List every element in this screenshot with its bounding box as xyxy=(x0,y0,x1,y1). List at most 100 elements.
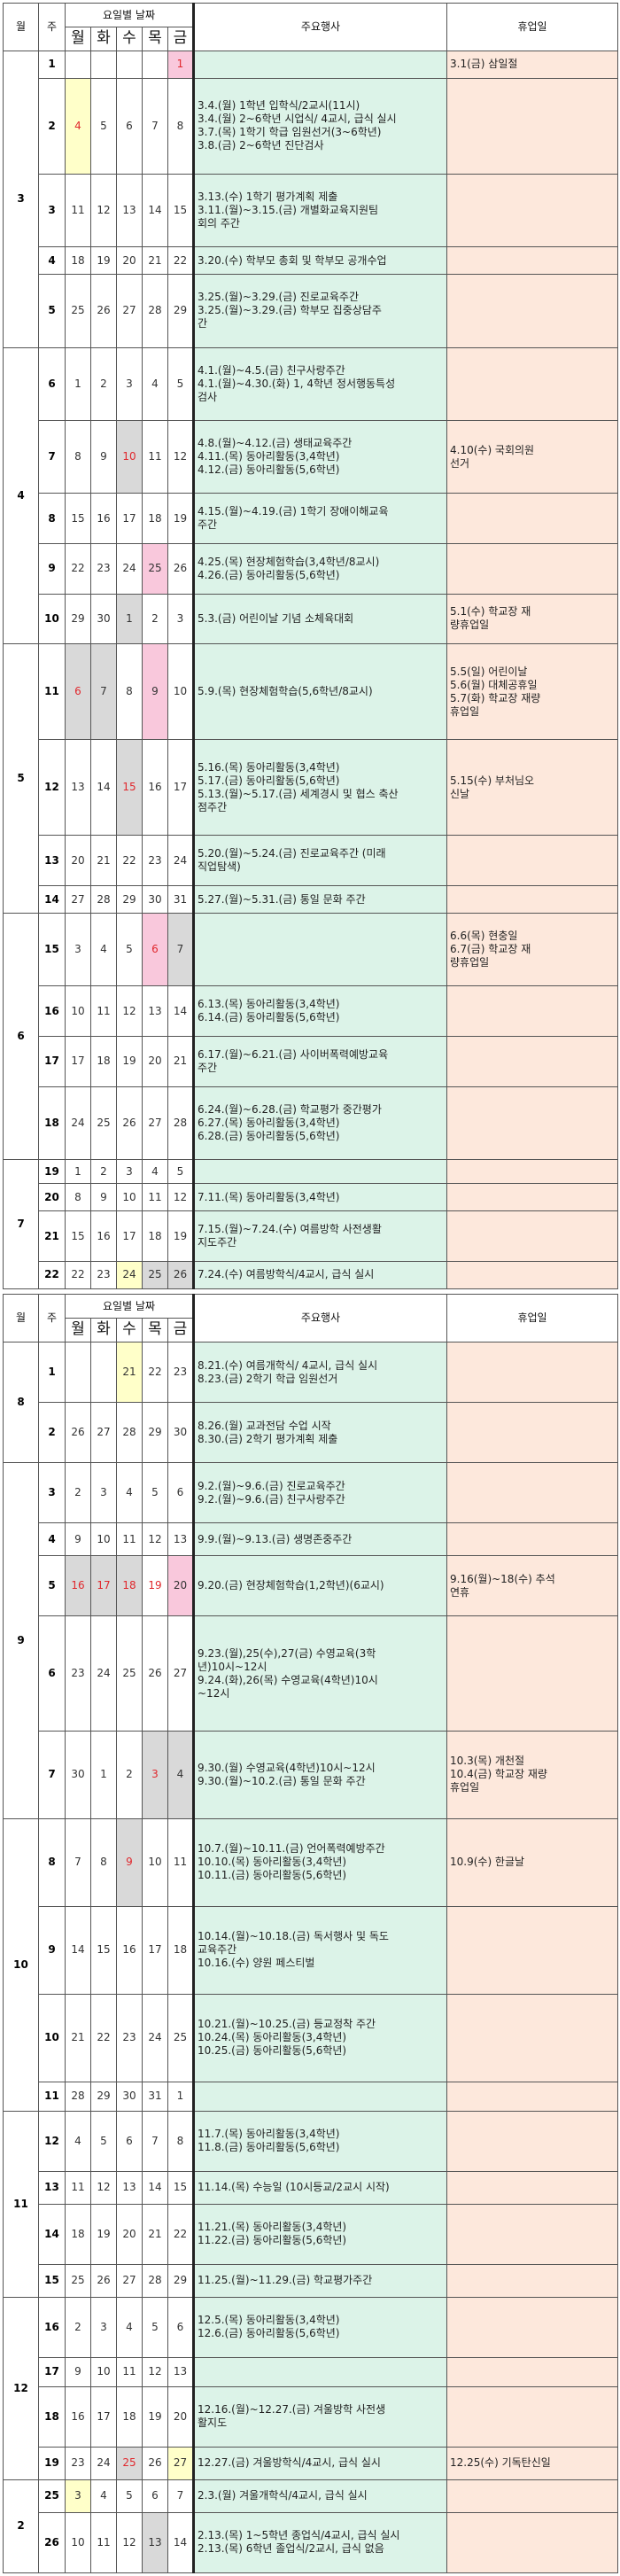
date-cell: 4 xyxy=(167,1730,194,1819)
event-line: 9.9.(월)~9.13.(금) 생명존중주간 xyxy=(198,1532,353,1545)
events-cell: 10.14.(월)~10.18.(금) 독서행사 및 독도 교육주간 10.16.(… xyxy=(192,1905,447,1995)
date-cell: 30 xyxy=(90,593,117,645)
date-cell: 10 xyxy=(90,2356,117,2387)
week-number: 1 xyxy=(38,51,66,79)
week-number: 18 xyxy=(38,1086,66,1161)
events-cell: 2.13.(목) 1~5학년 종업식/4교시, 급식 실시 2.13.(목) 6학… xyxy=(192,2511,447,2574)
holiday-cell xyxy=(446,835,618,887)
holiday-cell xyxy=(446,1521,618,1557)
date-cell: 5 xyxy=(167,1158,194,1185)
date-cell: 23 xyxy=(65,2446,91,2480)
date-cell: 18 xyxy=(142,493,168,545)
week-number: 3 xyxy=(38,1462,66,1523)
events-cell: 9.9.(월)~9.13.(금) 생명존중주간 xyxy=(192,1521,447,1557)
event-line: 7.11.(목) 동아리활동(3,4학년) xyxy=(198,1190,340,1203)
date-cell: 8 xyxy=(90,1817,117,1907)
date-cell: 3 xyxy=(65,912,91,987)
date-cell: 19 xyxy=(90,246,117,276)
month-cell: 7 xyxy=(3,1159,39,1289)
week-row: 6 15 3 4 5 6 7 6.6(목) 현충일 6.7(금) 학교장 재 량휴업일 xyxy=(3,912,618,1160)
date-cell: 15 xyxy=(65,493,91,545)
date-cell: 4 xyxy=(116,1462,143,1523)
week-row: 7 19 1 2 3 4 5 xyxy=(3,1158,618,1289)
date-cell: 9 xyxy=(116,1817,143,1907)
holiday-cell: 5.5(일) 어린이날 5.6(월) 대체공휴일 5.7(화) 학교장 재량 휴업일 xyxy=(446,643,618,741)
date-cell: 8 xyxy=(167,2110,194,2172)
date-cell: 24 xyxy=(167,835,194,887)
week-number: 2 xyxy=(38,77,66,175)
date-cell: 27 xyxy=(65,885,91,914)
date-cell: 24 xyxy=(142,1993,168,2082)
date-cell: 7 xyxy=(167,912,194,987)
event-line: 9.20.(금) 현장체험학습(1,2학년)(6교시) xyxy=(198,1579,384,1592)
date-cell: 26 xyxy=(65,1402,91,1463)
date-cell: 5 xyxy=(167,346,194,422)
date-cell xyxy=(65,1342,91,1403)
date-cell: 3 xyxy=(116,346,143,422)
date-cell: 2 xyxy=(65,1462,91,1523)
week-row: 5 25 26 27 28 29 3.25.(월)~3.29.(금) 진로교육주간 3.25.… xyxy=(4,274,618,348)
date-cell: 5 xyxy=(116,2479,143,2513)
event-line: 9.30.(월) 수영교육(4학년)10시~12시 xyxy=(198,1761,376,1774)
header-day: 월 xyxy=(65,27,91,51)
event-line: 4.25.(목) 현장체험학습(3,4학년/8교시) xyxy=(198,555,380,568)
holiday-line: 5.7(화) 학교장 재량 xyxy=(450,691,541,704)
date-cell: 15 xyxy=(65,1210,91,1262)
date-cell: 14 xyxy=(90,739,117,837)
week-number: 17 xyxy=(38,2356,66,2387)
date-cell: 11 xyxy=(65,173,91,248)
event-line: 6.17.(월)~6.21.(금) 사이버폭력예방교육 xyxy=(198,1047,389,1061)
date-cell: 29 xyxy=(167,2263,194,2298)
date-cell xyxy=(90,51,117,79)
event-line: 10.10.(목) 동아리활동(3,4학년) xyxy=(198,1856,347,1869)
holiday-cell xyxy=(446,1342,618,1403)
header-day: 목 xyxy=(142,27,168,51)
date-cell: 5 xyxy=(90,2110,117,2172)
month-cell: 6 xyxy=(3,913,39,1160)
date-cell: 21 xyxy=(65,1993,91,2082)
week-row: 15 25 26 27 28 29 11.25.(월)~11.29.(금) 학교평가주간 xyxy=(4,2263,618,2298)
week-number: 6 xyxy=(38,346,66,422)
event-line: 회의 주간 xyxy=(198,217,240,230)
holiday-cell xyxy=(446,2203,618,2265)
event-line: 11.25.(월)~11.29.(금) 학교평가주간 xyxy=(198,2274,373,2287)
event-line: 4.11.(목) 동아리활동(3,4학년) xyxy=(198,450,340,463)
date-cell: 24 xyxy=(90,1615,117,1732)
events-cell: 9.23.(월),25(수),27(금) 수영교육(3학 년)10시~12시 9.2… xyxy=(192,1615,447,1732)
holiday-cell xyxy=(446,2511,618,2574)
holiday-line: 신날 xyxy=(450,787,470,800)
events-cell: 8.26.(월) 교과전담 수업 시작 8.30.(금) 2학기 평가계획 제출 xyxy=(192,1402,447,1463)
week-number: 16 xyxy=(38,985,66,1037)
date-cell: 19 xyxy=(167,493,194,545)
date-cell: 31 xyxy=(142,2081,168,2112)
holiday-cell xyxy=(446,1210,618,1262)
date-cell: 30 xyxy=(142,885,168,914)
date-cell: 14 xyxy=(65,1905,91,1995)
week-row: 10 21 22 23 24 25 10.21.(월)~10.25.(금) 등교정착 주간 1… xyxy=(4,1993,618,2082)
date-cell: 27 xyxy=(90,1402,117,1463)
date-cell: 17 xyxy=(142,1905,168,1995)
event-line: 8.30.(금) 2학기 평가계획 제출 xyxy=(198,1432,338,1445)
week-number: 6 xyxy=(38,1615,66,1732)
month-cell: 4 xyxy=(3,346,39,645)
date-cell: 25 xyxy=(116,1615,143,1732)
date-cell: 4 xyxy=(90,912,117,987)
event-line: 12.6.(금) 동아리활동(5,6학년) xyxy=(198,2327,340,2340)
holiday-cell xyxy=(446,173,618,248)
week-row: 17 17 18 19 20 21 6.17.(월)~6.21.(금) 사이버폭력예방교육 주… xyxy=(4,1036,618,1087)
date-cell: 7 xyxy=(90,643,117,741)
holiday-cell xyxy=(446,77,618,175)
events-cell: 12.16.(월)~12.27.(금) 겨울방학 사전생 활지도 xyxy=(192,2385,447,2448)
month-cell: 3 xyxy=(3,51,39,348)
events-cell: 7.24.(수) 여름방학식/4교시, 급식 실시 xyxy=(192,1260,447,1290)
date-cell: 3 xyxy=(90,1462,117,1523)
event-line: 직업탐색) xyxy=(198,860,241,874)
event-line: 주간 xyxy=(198,1061,218,1074)
event-line: 10.16.(수) 양원 페스티벌 xyxy=(198,1957,315,1970)
date-cell: 8 xyxy=(65,420,91,494)
week-row: 2 26 27 28 29 30 8.26.(월) 교과전담 수업 시작 8.30.(금) 2… xyxy=(4,1402,618,1463)
holiday-line: 5.1(수) 학교장 재 xyxy=(450,605,531,619)
date-cell: 19 xyxy=(90,2203,117,2265)
date-cell: 1 xyxy=(65,346,91,422)
date-cell: 29 xyxy=(90,2081,117,2112)
